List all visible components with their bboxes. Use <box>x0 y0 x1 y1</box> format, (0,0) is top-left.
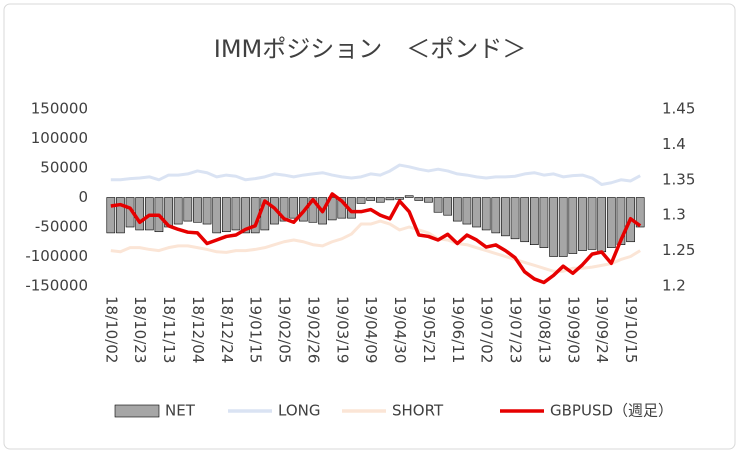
bar <box>212 197 222 234</box>
x-tick-label: 19/04/09 <box>362 296 380 363</box>
bar <box>404 195 414 198</box>
chart-frame <box>3 3 736 450</box>
x-tick-label: 19/07/23 <box>507 296 525 363</box>
legend-label: LONG <box>278 402 320 420</box>
x-tick-label: 18/12/04 <box>189 296 207 363</box>
x-tick-label: 19/02/26 <box>304 296 322 363</box>
x-tick-label: 19/03/19 <box>333 296 351 363</box>
bar <box>424 197 433 203</box>
y-tick-label: 100000 <box>31 129 88 147</box>
bar <box>279 197 289 222</box>
bar <box>231 197 241 231</box>
bar <box>289 197 299 219</box>
legend-label: GBPUSD（週足） <box>550 402 673 420</box>
bar <box>587 197 597 250</box>
bar <box>452 197 462 222</box>
bar <box>501 197 510 237</box>
bar <box>443 197 453 216</box>
x-tick-label: 19/04/30 <box>391 296 409 363</box>
legend-swatch <box>114 404 160 418</box>
y-tick-label: 150000 <box>31 100 88 118</box>
y2-tick-label: 1.45 <box>662 100 695 118</box>
bar <box>116 197 125 234</box>
bar <box>635 197 645 228</box>
x-tick-label: 18/10/23 <box>131 296 149 363</box>
bar <box>616 197 626 246</box>
y2-tick-label: 1.3 <box>662 206 686 224</box>
bar <box>597 197 607 253</box>
x-tick-label: 19/08/13 <box>535 296 553 363</box>
y2-tick-label: 1.4 <box>662 135 686 153</box>
bar <box>539 197 549 248</box>
bar <box>558 197 568 257</box>
x-tick-label: 19/01/15 <box>247 296 265 363</box>
line <box>110 219 641 273</box>
x-tick-label: 19/06/11 <box>449 296 467 363</box>
y-tick-label: -100000 <box>25 247 88 265</box>
legend-label: NET <box>165 402 196 420</box>
y2-tick-label: 1.35 <box>662 170 695 188</box>
y-tick-label: -50000 <box>35 218 88 236</box>
bar <box>520 197 530 243</box>
bar <box>106 197 116 234</box>
y2-tick-label: 1.2 <box>662 277 686 295</box>
bar <box>549 197 558 257</box>
x-tick-label: 19/10/15 <box>622 296 640 363</box>
bar <box>606 197 616 248</box>
bar <box>308 197 318 223</box>
bar <box>385 197 395 201</box>
bar <box>433 197 443 213</box>
bar <box>491 197 501 234</box>
y-tick-label: 50000 <box>40 159 88 177</box>
bar <box>173 197 183 225</box>
bar <box>414 197 424 201</box>
bar <box>202 197 212 225</box>
x-tick-label: 19/09/24 <box>593 296 611 363</box>
bar <box>462 197 472 225</box>
bar <box>529 197 539 246</box>
bar <box>135 197 145 231</box>
bar <box>183 197 193 222</box>
bar <box>568 197 578 254</box>
bar <box>375 197 385 203</box>
bar <box>510 197 520 240</box>
bar <box>481 197 491 231</box>
line <box>110 163 641 187</box>
x-tick-label: 19/09/03 <box>564 296 582 363</box>
x-tick-label: 18/12/24 <box>218 296 236 363</box>
bar <box>221 197 231 233</box>
x-tick-label: 19/05/21 <box>420 296 438 363</box>
x-tick-label: 18/10/02 <box>102 296 120 363</box>
x-tick-label: 18/11/13 <box>160 296 178 363</box>
bar <box>366 197 376 201</box>
line <box>110 192 642 285</box>
bar <box>241 197 250 234</box>
x-tick-label: 19/07/02 <box>478 296 496 363</box>
bar <box>395 197 404 200</box>
x-tick-label: 19/02/05 <box>276 296 294 363</box>
bar <box>356 197 366 204</box>
chart-title: IMMポジション ＜ポンド＞ <box>214 35 527 63</box>
y-tick-label: -150000 <box>25 277 88 295</box>
legend-label: SHORT <box>392 402 444 420</box>
bar <box>193 197 202 223</box>
y2-tick-label: 1.25 <box>662 241 695 259</box>
bar <box>472 197 481 228</box>
bar <box>578 197 587 251</box>
y-tick-label: 0 <box>78 188 88 206</box>
